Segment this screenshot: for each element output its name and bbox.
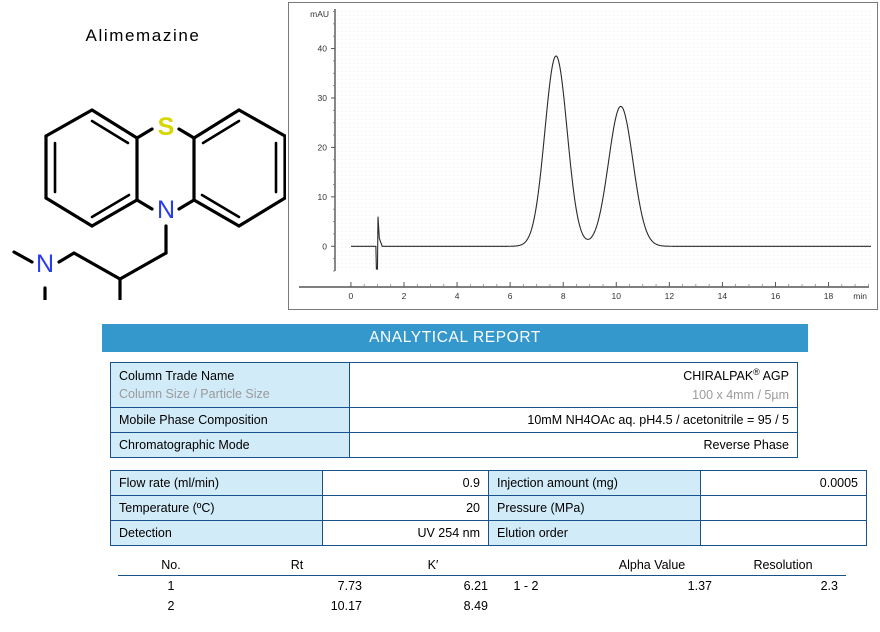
column-product-name: CHIRALPAK® AGP [683, 367, 789, 384]
chromatogram-trace [350, 55, 871, 270]
peak-2-rt: 10.17 [330, 599, 362, 613]
table-row: 1 7.73 6.21 [118, 576, 496, 597]
run-parameters-table: Flow rate (ml/min) 0.9 Injection amount … [110, 470, 867, 546]
pressure-label: Pressure (MPa) [488, 495, 701, 521]
registered-trademark-icon: ® [753, 367, 760, 378]
chart-y-ticks: 0 10 20 30 40 [318, 11, 335, 272]
temperature-label: Temperature (ºC) [110, 495, 323, 521]
flow-rate-label: Flow rate (ml/min) [110, 470, 323, 496]
chart-x-axis-label: min [853, 291, 867, 301]
alpha-header-value: Alpha Value [584, 556, 720, 576]
table-header-row: No. Rt K′ [118, 556, 496, 576]
svg-text:10: 10 [318, 192, 328, 202]
table-row: Column Trade Name Column Size / Particle… [110, 362, 798, 408]
svg-text:4: 4 [455, 291, 460, 301]
peaks-header-k: K′ [370, 556, 496, 576]
molecule-panel: Alimemazine [0, 0, 286, 300]
mobile-phase-value: 10mM NH4OAc aq. pH4.5 / acetonitrile = 9… [349, 407, 798, 433]
column-info-table: Column Trade Name Column Size / Particle… [110, 362, 798, 458]
amine-nitrogen-atom-label: N [36, 250, 54, 278]
svg-text:0: 0 [322, 241, 327, 251]
chromatographic-mode-label: Chromatographic Mode [110, 432, 350, 458]
flow-rate-value: 0.9 [322, 470, 489, 496]
svg-text:6: 6 [508, 291, 513, 301]
column-trade-name-label: Column Trade Name Column Size / Particle… [110, 362, 350, 408]
table-row: Detection UV 254 nm Elution order [110, 520, 867, 546]
alpha-header-pair [468, 556, 584, 576]
table-row: Chromatographic Mode Reverse Phase [110, 432, 798, 458]
svg-text:16: 16 [771, 291, 781, 301]
alpha-header-resolution: Resolution [720, 556, 846, 576]
pressure-value [700, 495, 867, 521]
svg-text:8: 8 [561, 291, 566, 301]
resolution-value: 2.3 [820, 579, 838, 593]
column-dimensions-value: 100 x 4mm / 5µm [692, 387, 789, 402]
peak-2-no: 2 [167, 599, 175, 613]
chart-y-axis-label: mAU [310, 9, 329, 19]
analytical-report-header: ANALYTICAL REPORT [102, 324, 808, 352]
peaks-header-rt: Rt [224, 556, 370, 576]
column-size-text: Column Size / Particle Size [119, 387, 270, 401]
peak-results-table: No. Rt K′ 1 7.73 6.21 2 10.17 8.49 [118, 556, 496, 616]
molecule-name: Alimemazine [85, 26, 201, 45]
elution-order-label: Elution order [488, 520, 701, 546]
svg-text:10: 10 [612, 291, 622, 301]
peak-1-no: 1 [167, 579, 175, 593]
peak-1-rt: 7.73 [337, 579, 362, 593]
svg-text:2: 2 [402, 291, 407, 301]
alpha-value: 1.37 [687, 579, 712, 593]
column-trade-name-text: Column Trade Name [119, 368, 235, 383]
svg-text:12: 12 [665, 291, 675, 301]
peaks-header-no: No. [118, 556, 224, 576]
table-row: 2 10.17 8.49 [118, 596, 496, 616]
table-row: Temperature (ºC) 20 Pressure (MPa) [110, 495, 867, 521]
molecule-structure-svg: S N N [12, 108, 286, 300]
mobile-phase-label: Mobile Phase Composition [110, 407, 350, 433]
injection-amount-value: 0.0005 [700, 470, 867, 496]
elution-order-value [700, 520, 867, 546]
chart-x-ticks: 0 2 4 6 8 10 12 14 16 18 [349, 282, 869, 301]
svg-text:18: 18 [824, 291, 834, 301]
table-row: Flow rate (ml/min) 0.9 Injection amount … [110, 470, 867, 496]
detection-label: Detection [110, 520, 323, 546]
sulfur-atom-label: S [158, 113, 175, 141]
table-row: Mobile Phase Composition 10mM NH4OAc aq.… [110, 407, 798, 433]
chromatogram-panel: 0 10 20 30 40 0 2 4 6 8 10 12 14 16 18 mAU min [288, 2, 878, 310]
svg-text:20: 20 [318, 142, 328, 152]
detection-value: UV 254 nm [322, 520, 489, 546]
peak-1-k: 6.21 [463, 579, 488, 593]
chromatographic-mode-value: Reverse Phase [349, 432, 798, 458]
svg-text:0: 0 [349, 291, 354, 301]
svg-text:14: 14 [718, 291, 728, 301]
table-header-row: Alpha Value Resolution [468, 556, 846, 576]
chromatogram-svg: 0 10 20 30 40 0 2 4 6 8 10 12 14 16 18 mAU min [299, 9, 871, 301]
injection-amount-label: Injection amount (mg) [488, 470, 701, 496]
temperature-value: 20 [322, 495, 489, 521]
analytical-report-title: ANALYTICAL REPORT [369, 329, 541, 346]
table-row: 1 - 2 1.37 2.3 [468, 576, 846, 597]
column-trade-name-value: CHIRALPAK® AGP 100 x 4mm / 5µm [349, 362, 798, 408]
svg-text:40: 40 [318, 44, 328, 54]
svg-text:30: 30 [318, 93, 328, 103]
peak-2-k: 8.49 [463, 599, 488, 613]
ring-nitrogen-atom-label: N [157, 196, 175, 224]
separation-results-table: Alpha Value Resolution 1 - 2 1.37 2.3 [468, 556, 846, 596]
pair-label: 1 - 2 [513, 579, 539, 593]
